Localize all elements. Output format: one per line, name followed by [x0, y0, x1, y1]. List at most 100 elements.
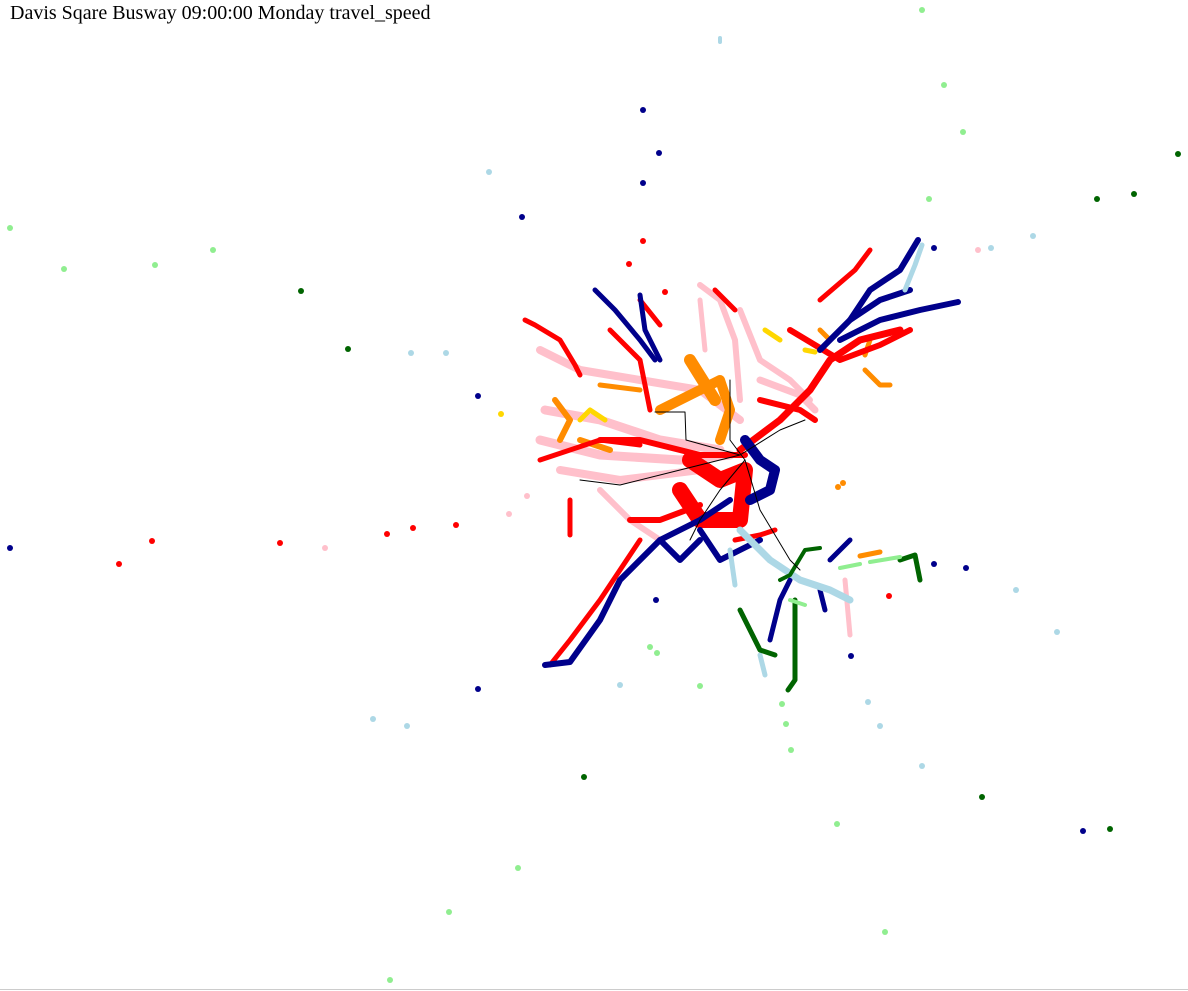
speed-segment-lightgreen [788, 598, 807, 607]
speed-point-red [640, 238, 646, 244]
speed-point-orange [840, 480, 846, 486]
speed-point-pink [524, 493, 530, 499]
speed-segment-navy [817, 587, 828, 613]
speed-point-darkgreen [1094, 196, 1100, 202]
speed-segment-navy [837, 299, 961, 343]
speed-segment-navy [740, 435, 780, 505]
speed-point-lightblue [865, 699, 871, 705]
speed-segment-red [787, 327, 913, 363]
speed-point-navy [931, 245, 937, 251]
speed-segment-navy [827, 537, 853, 563]
speed-segment-orange [857, 549, 883, 559]
speed-segment-pink [540, 405, 725, 455]
speed-point-darkgreen [1131, 191, 1137, 197]
speed-point-red [116, 561, 122, 567]
speed-point-pink [975, 247, 981, 253]
speed-segment-darkgreen [778, 546, 822, 582]
speed-segment-lightblue [727, 547, 738, 588]
speed-segment-gold [577, 407, 608, 423]
speed-point-red [277, 540, 283, 546]
speed-point-navy [848, 653, 854, 659]
speed-segment-route_line [579, 454, 741, 486]
speed-point-lightblue [877, 723, 883, 729]
speed-point-lightblue [919, 763, 925, 769]
speed-segment-lightgreen [838, 562, 862, 570]
speed-point-red [886, 593, 892, 599]
speed-segment-red [607, 327, 653, 413]
speed-segment-pink [697, 297, 708, 353]
speed-point-lightblue [404, 723, 410, 729]
speed-segment-gold [802, 347, 818, 355]
speed-point-lightgreen [941, 82, 947, 88]
speed-segment-darkgreen [737, 607, 778, 658]
speed-point-red [384, 531, 390, 537]
speed-point-navy [656, 150, 662, 156]
speed-segment-pink [597, 487, 663, 543]
speed-segment-lightgreen [868, 555, 902, 564]
speed-point-lightgreen [446, 909, 452, 915]
speed-point-lightblue [988, 245, 994, 251]
speed-point-lightgreen [882, 929, 888, 935]
speed-point-red [410, 525, 416, 531]
speed-point-lightgreen [783, 721, 789, 727]
speed-segment-gold [762, 327, 783, 343]
speed-point-navy [519, 214, 525, 220]
speed-point-red [149, 538, 155, 544]
speed-point-darkgreen [298, 288, 304, 294]
speed-point-lightgreen [960, 129, 966, 135]
speed-point-lightblue [408, 350, 414, 356]
speed-segment-orange [684, 354, 721, 406]
speed-segment-red [732, 527, 778, 543]
speed-point-lightgreen [7, 225, 13, 231]
speed-point-navy [475, 686, 481, 692]
speed-point-lightgreen [697, 683, 703, 689]
speed-point-lightgreen [926, 196, 932, 202]
speed-segment-red [597, 437, 748, 458]
speed-point-red [662, 289, 668, 295]
speed-point-lightgreen [61, 266, 67, 272]
speed-point-navy [963, 565, 969, 571]
speed-point-gold [498, 411, 504, 417]
speed-point-lightgreen [919, 7, 925, 13]
speed-point-lightgreen [387, 977, 393, 983]
speed-point-lightgreen [834, 821, 840, 827]
speed-point-lightgreen [779, 701, 785, 707]
speed-segment-navy [657, 537, 703, 563]
speed-point-navy [640, 180, 646, 186]
speed-segment-red [547, 537, 643, 668]
speed-point-lightgreen [152, 262, 158, 268]
speed-segment-lightblue [736, 526, 854, 604]
speed-segment-route_line [729, 379, 801, 571]
speed-point-red [626, 261, 632, 267]
map-title: Davis Sqare Busway 09:00:00 Monday trave… [10, 2, 431, 24]
speed-segment-navy [697, 527, 763, 563]
speed-point-navy [7, 545, 13, 551]
speed-segment-pink [556, 466, 704, 484]
speed-point-darkgreen [979, 794, 985, 800]
speed-segment-red [672, 452, 753, 528]
speed-point-lightblue [370, 716, 376, 722]
speed-point-lightblue [1013, 587, 1019, 593]
speed-segment-red [522, 317, 583, 378]
speed-point-lightgreen [788, 747, 794, 753]
speed-segment-navy [767, 577, 793, 643]
bottom-divider [0, 989, 1188, 990]
speed-segment-red [736, 326, 904, 454]
speed-segment-darkgreen [785, 597, 798, 693]
speed-segment-pink [737, 307, 813, 403]
speed-point-navy [931, 561, 937, 567]
speed-segment-navy [817, 287, 913, 353]
speed-point-darkgreen [1175, 151, 1181, 157]
speed-segment-orange [577, 437, 613, 453]
speed-segment-red [627, 502, 703, 523]
speed-point-lightblue [1030, 233, 1036, 239]
speed-segment-navy [847, 237, 921, 323]
speed-segment-red [757, 397, 818, 423]
speed-segment-red [817, 247, 873, 303]
speed-point-navy [653, 597, 659, 603]
speed-segment-pink [842, 577, 853, 638]
speed-point-lightblue [443, 350, 449, 356]
speed-segment-navy [637, 292, 663, 363]
speed-point-pink [322, 545, 328, 551]
